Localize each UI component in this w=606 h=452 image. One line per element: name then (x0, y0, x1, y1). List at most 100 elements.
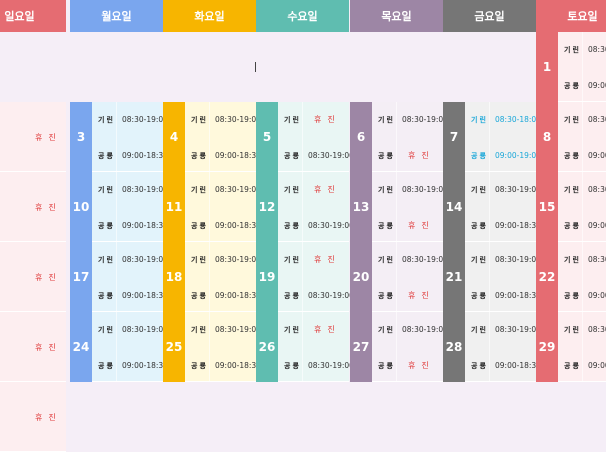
hours-kirin: 08:30-19:00 (495, 185, 541, 194)
day-cell-r5c0[interactable] (0, 382, 66, 452)
date-number: 24 (70, 312, 92, 382)
closed-status: 휴진 (314, 255, 341, 264)
day-cell-21[interactable] (465, 242, 536, 312)
closed-status: 휴진 (35, 343, 62, 352)
day-cell-17[interactable] (92, 242, 163, 312)
hours-gongjo: 09:00-18:30 (588, 221, 606, 230)
hours-kirin: 08:30-19:00 (588, 45, 606, 54)
cell-divider (302, 242, 303, 312)
hours-gongjo: 08:30-19:00 (308, 151, 354, 160)
weekday-header-3: 수요일 (256, 0, 349, 32)
doctor-label-kirin: 기린 (564, 256, 581, 264)
doctor-label-gongjo: 공룡 (284, 362, 301, 370)
day-cell-24[interactable] (92, 312, 163, 382)
doctor-label-gongjo: 공룡 (471, 152, 488, 160)
day-cell-18[interactable] (185, 242, 256, 312)
date-number: 19 (256, 242, 278, 312)
doctor-label-kirin: 기린 (471, 186, 488, 194)
day-cell-14[interactable] (465, 172, 536, 242)
hours-gongjo: 09:00-18:30 (122, 291, 168, 300)
doctor-label-kirin: 기린 (191, 116, 208, 124)
day-cell-10[interactable] (92, 172, 163, 242)
cell-divider (0, 381, 66, 382)
doctor-label-gongjo: 공룡 (284, 292, 301, 300)
doctor-label-kirin: 기린 (191, 326, 208, 334)
day-cell-28[interactable] (465, 312, 536, 382)
day-cell-12[interactable] (278, 172, 349, 242)
weekday-header-5: 금요일 (443, 0, 536, 32)
day-cell-20[interactable] (372, 242, 443, 312)
date-number: 21 (443, 242, 465, 312)
hours-kirin: 08:30-19:00 (122, 115, 168, 124)
cell-divider (465, 241, 536, 242)
hours-kirin: 08:30-19:00 (402, 325, 448, 334)
day-cell-11[interactable] (185, 172, 256, 242)
doctor-label-kirin: 기린 (98, 256, 115, 264)
closed-status: 휴진 (35, 413, 62, 422)
cell-divider (92, 241, 163, 242)
day-cell-19[interactable] (278, 242, 349, 312)
doctor-label-gongjo: 공룡 (378, 152, 395, 160)
doctor-label-kirin: 기린 (191, 186, 208, 194)
cell-divider (185, 311, 256, 312)
hours-gongjo: 09:00-18:30 (215, 151, 261, 160)
closed-status: 휴진 (35, 133, 62, 142)
day-cell-r2c0[interactable] (0, 172, 66, 242)
doctor-label-kirin: 기린 (564, 46, 581, 54)
hours-kirin: 08:30-18:00 (495, 115, 541, 124)
doctor-label-gongjo: 공룡 (98, 362, 115, 370)
cell-divider (116, 312, 117, 382)
date-number: 14 (443, 172, 465, 242)
cell-divider (396, 102, 397, 172)
closed-status: 휴진 (35, 273, 62, 282)
cell-divider (302, 312, 303, 382)
day-cell-3[interactable] (92, 102, 163, 172)
day-cell-r3c0[interactable] (0, 242, 66, 312)
cell-divider (372, 381, 443, 382)
day-cell-r4c0[interactable] (0, 312, 66, 382)
hours-kirin: 08:30-19:00 (402, 255, 448, 264)
hours-kirin: 08:30-19:00 (215, 325, 261, 334)
hours-gongjo: 08:30-19:00 (308, 221, 354, 230)
doctor-label-kirin: 기린 (98, 186, 115, 194)
day-cell-4[interactable] (185, 102, 256, 172)
cell-divider (92, 381, 163, 382)
doctor-label-kirin: 기린 (471, 326, 488, 334)
date-number: 27 (350, 312, 372, 382)
date-number: 12 (256, 172, 278, 242)
cell-divider (302, 172, 303, 242)
hours-gongjo: 09:00-18:30 (215, 291, 261, 300)
hours-gongjo: 09:00-18:30 (215, 221, 261, 230)
hours-kirin: 08:30-19:00 (402, 185, 448, 194)
doctor-label-kirin: 기린 (471, 256, 488, 264)
day-cell-5[interactable] (278, 102, 349, 172)
hours-gongjo: 09:00-18:30 (588, 151, 606, 160)
closed-status: 휴진 (408, 361, 435, 370)
doctor-label-gongjo: 공룡 (471, 222, 488, 230)
date-number: 1 (536, 32, 558, 102)
day-cell-r1c0[interactable] (0, 102, 66, 172)
hours-kirin: 08:30-19:00 (588, 255, 606, 264)
doctor-label-kirin: 기린 (564, 186, 581, 194)
day-cell-26[interactable] (278, 312, 349, 382)
doctor-label-kirin: 기린 (378, 326, 395, 334)
cell-divider (489, 102, 490, 172)
hours-gongjo: 09:00-19:00 (495, 151, 541, 160)
date-number: 29 (536, 312, 558, 382)
cell-divider (396, 242, 397, 312)
doctor-label-kirin: 기린 (284, 186, 301, 194)
cell-divider (396, 172, 397, 242)
date-number: 15 (536, 172, 558, 242)
doctor-label-kirin: 기린 (564, 116, 581, 124)
day-cell-25[interactable] (185, 312, 256, 382)
day-cell-27[interactable] (372, 312, 443, 382)
day-cell-7[interactable] (465, 102, 536, 172)
day-cell-13[interactable] (372, 172, 443, 242)
doctor-label-gongjo: 공룡 (471, 292, 488, 300)
cell-divider (209, 312, 210, 382)
doctor-label-gongjo: 공룡 (471, 362, 488, 370)
hours-kirin: 08:30-19:00 (495, 255, 541, 264)
date-number: 13 (350, 172, 372, 242)
day-cell-6[interactable] (372, 102, 443, 172)
cell-divider (185, 381, 256, 382)
